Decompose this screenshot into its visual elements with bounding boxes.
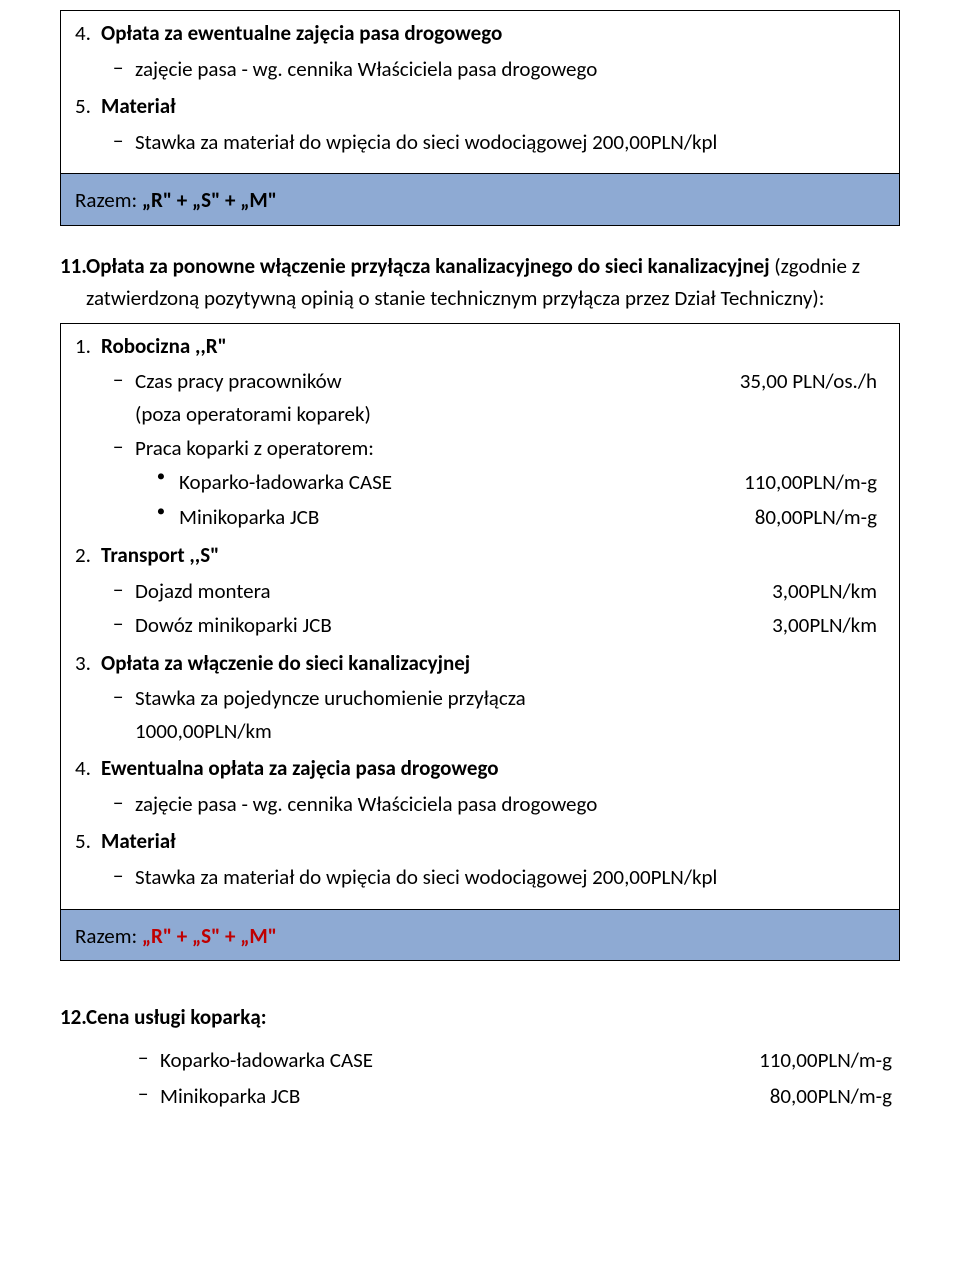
box-2: 1. Robocizna ,,R" Czas pracy pracowników…	[60, 323, 900, 961]
item-number: 1.	[75, 330, 91, 363]
sub-bullet: Dojazd montera 3,00PLN/km	[135, 574, 885, 609]
total-formula: „R" + „S" + „M"	[142, 923, 277, 949]
sub-bullet: Stawka za materiał do wpięcia do sieci w…	[135, 125, 885, 160]
item-number: 4.	[75, 17, 91, 50]
box2-total-bar: Razem: „R" + „S" + „M"	[61, 909, 899, 961]
section-12: 12. Cena usługi koparką: Koparko-ładowar…	[60, 1001, 900, 1115]
item-title: Opłata za ewentualne zajęcia pasa drogow…	[101, 20, 502, 46]
box1-total-bar: Razem: „R" + „S" + „M"	[61, 173, 899, 225]
section-title-bold: Opłata za ponowne włączenie przyłącza ka…	[86, 253, 770, 279]
label: Czas pracy pracowników	[135, 365, 342, 398]
total-formula: „R" + „S" + „M"	[142, 187, 277, 213]
label: Minikoparka JCB	[179, 501, 319, 534]
line1: Stawka za pojedyncze uruchomienie przyłą…	[135, 682, 885, 715]
document-page: 4. Opłata za ewentualne zajęcia pasa dro…	[0, 0, 960, 1155]
box-2-content: 1. Robocizna ,,R" Czas pracy pracowników…	[61, 324, 899, 909]
item-number: 5.	[75, 825, 91, 858]
value: 35,00 PLN/os./h	[740, 365, 885, 398]
item-title: Opłata za włączenie do sieci kanalizacyj…	[101, 650, 470, 676]
value: 80,00PLN/m-g	[755, 501, 885, 534]
total-label: Razem:	[75, 923, 137, 949]
line2: 1000,00PLN/km	[135, 715, 885, 748]
box1-item-4: 4. Opłata za ewentualne zajęcia pasa dro…	[101, 17, 885, 86]
equip-row: Minikoparka JCB 80,00PLN/m-g	[179, 500, 885, 535]
value: 110,00PLN/m-g	[759, 1044, 900, 1077]
value: 110,00PLN/m-g	[744, 466, 885, 499]
box2-item-4: 4. Ewentualna opłata za zajęcia pasa dro…	[101, 752, 885, 821]
item-title: Materiał	[101, 828, 176, 854]
item-title: Robocizna ,,R"	[101, 333, 227, 359]
box2-item-2: 2. Transport ,,S" Dojazd montera 3,00PLN…	[101, 539, 885, 643]
label: Minikoparka JCB	[160, 1080, 300, 1113]
section-number: 12.	[60, 1001, 87, 1034]
section-11-heading: 11. Opłata za ponowne włączenie przyłącz…	[60, 250, 900, 315]
box1-item-5: 5. Materiał Stawka za materiał do wpięci…	[101, 90, 885, 159]
sub-bullet: Praca koparki z operatorem: Koparko-łado…	[135, 431, 885, 535]
label: Koparko-ładowarka CASE	[160, 1044, 373, 1077]
label: Dojazd montera	[135, 575, 271, 608]
sub-bullet: zajęcie pasa - wg. cennika Właściciela p…	[135, 787, 885, 822]
sub-bullet: zajęcie pasa - wg. cennika Właściciela p…	[135, 52, 885, 87]
price-row: Minikoparka JCB 80,00PLN/m-g	[160, 1078, 900, 1115]
item-number: 3.	[75, 647, 91, 680]
item-number: 5.	[75, 90, 91, 123]
item-title: Ewentualna opłata za zajęcia pasa drogow…	[101, 755, 499, 781]
label: Praca koparki z operatorem:	[135, 435, 374, 461]
item-title: Materiał	[101, 93, 176, 119]
value: 80,00PLN/m-g	[770, 1080, 900, 1113]
label: Dowóz minikoparki JCB	[135, 609, 332, 642]
sub-bullet: Czas pracy pracowników 35,00 PLN/os./h (…	[135, 364, 885, 431]
price-row: Koparko-ładowarka CASE 110,00PLN/m-g	[160, 1042, 900, 1079]
box2-item-1: 1. Robocizna ,,R" Czas pracy pracowników…	[101, 330, 885, 535]
sub-bullet: Dowóz minikoparki JCB 3,00PLN/km	[135, 608, 885, 643]
section-number: 11.	[60, 250, 87, 283]
item-title: Transport ,,S"	[101, 542, 219, 568]
section-12-heading: 12. Cena usługi koparką:	[60, 1001, 900, 1034]
item-number: 4.	[75, 752, 91, 785]
sub-bullet: Stawka za materiał do wpięcia do sieci w…	[135, 860, 885, 895]
box2-item-3: 3. Opłata za włączenie do sieci kanaliza…	[101, 647, 885, 749]
item-number: 2.	[75, 539, 91, 572]
sub-note: (poza operatorami koparek)	[135, 398, 885, 431]
value: 3,00PLN/km	[772, 609, 885, 642]
value: 3,00PLN/km	[772, 575, 885, 608]
equip-row: Koparko-ładowarka CASE 110,00PLN/m-g	[179, 465, 885, 500]
total-label: Razem:	[75, 187, 137, 213]
box2-item-5: 5. Materiał Stawka za materiał do wpięci…	[101, 825, 885, 894]
sub-bullet: Stawka za pojedyncze uruchomienie przyłą…	[135, 681, 885, 748]
section-title: Cena usługi koparką:	[86, 1004, 267, 1030]
box-1: 4. Opłata za ewentualne zajęcia pasa dro…	[60, 10, 900, 226]
box-1-content: 4. Opłata za ewentualne zajęcia pasa dro…	[61, 11, 899, 173]
label: Koparko-ładowarka CASE	[179, 466, 392, 499]
